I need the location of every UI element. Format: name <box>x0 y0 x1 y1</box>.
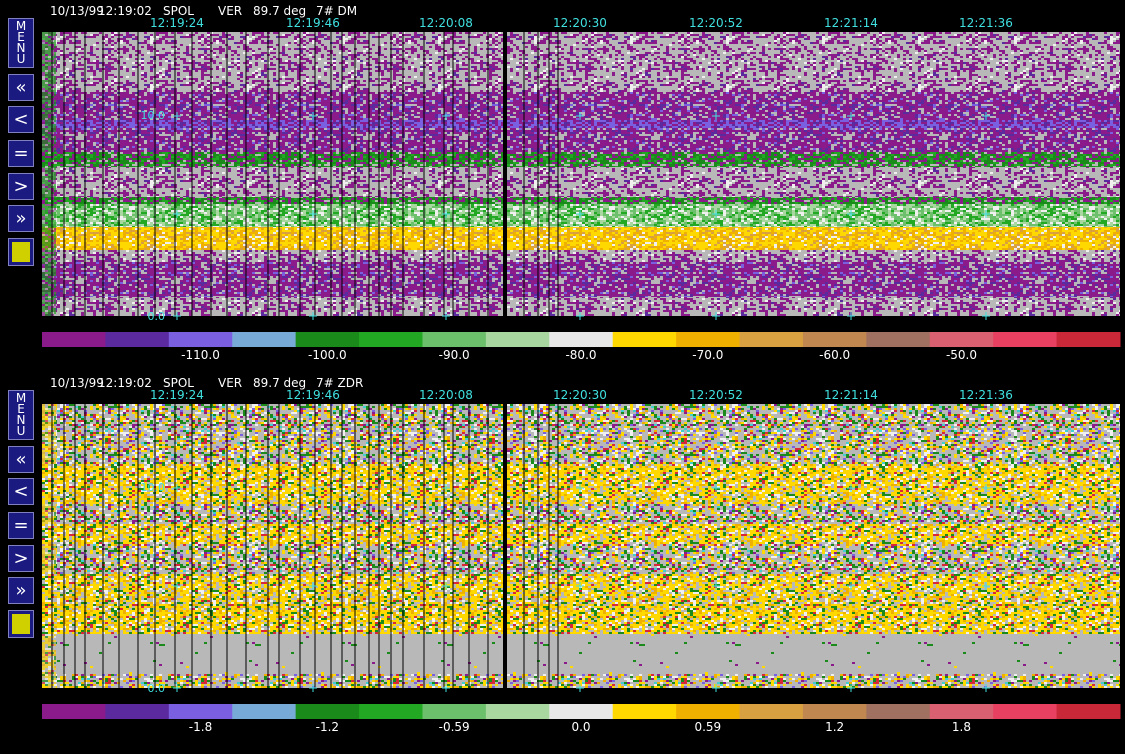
plots <box>42 32 1121 719</box>
radar-display: (() => { const data = JSON.parse(documen… <box>8 5 1121 733</box>
